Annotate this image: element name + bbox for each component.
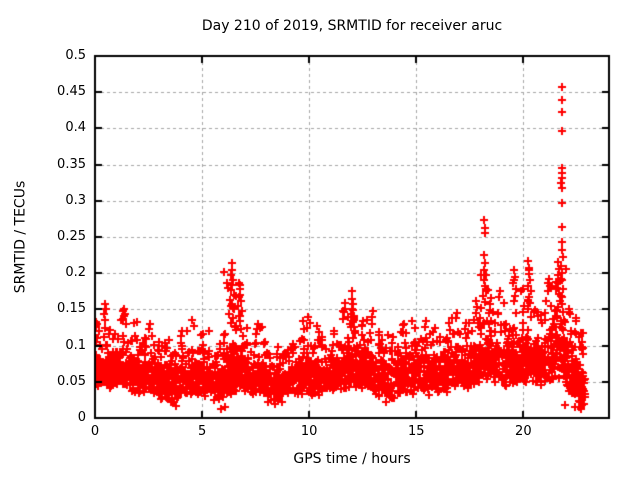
x-tick-label: 20 <box>515 424 532 439</box>
y-tick-label: 0.35 <box>57 156 86 172</box>
x-tick-label: 10 <box>300 424 318 439</box>
y-tick-label: 0.3 <box>65 192 86 208</box>
y-tick-label: 0.2 <box>65 265 86 281</box>
y-tick-label: 0 <box>77 410 86 425</box>
chart-title: Day 210 of 2019, SRMTID for receiver aru… <box>201 18 503 34</box>
x-tick-label: 0 <box>90 424 100 439</box>
y-tick-label: 0.1 <box>65 337 86 353</box>
x-axis-label: GPS time / hours <box>293 451 411 467</box>
y-tick-label: 0.5 <box>65 48 86 63</box>
x-tick-label: 5 <box>197 424 207 439</box>
y-tick-label: 0.25 <box>57 229 86 244</box>
y-tick-label: 0.05 <box>57 373 86 389</box>
y-tick-label: 0.4 <box>65 120 86 136</box>
y-tick-label: 0.45 <box>57 84 86 100</box>
y-tick-label: 0.15 <box>57 301 86 317</box>
x-tick-label: 15 <box>407 424 425 439</box>
